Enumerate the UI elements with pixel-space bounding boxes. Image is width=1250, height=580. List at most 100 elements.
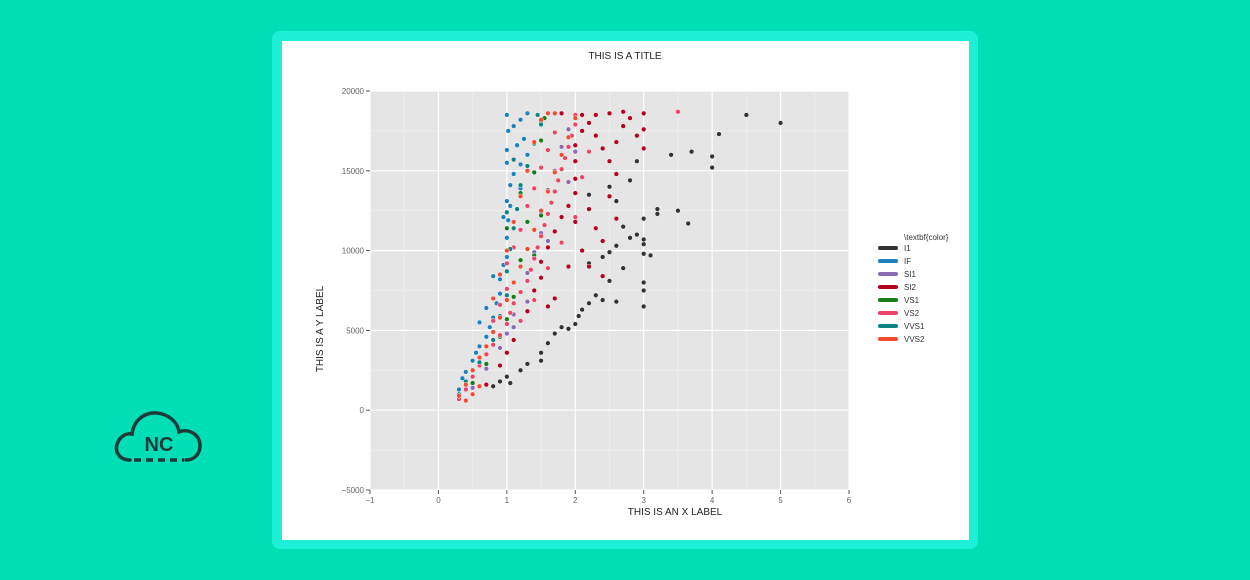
series-i1 (490, 112, 784, 389)
data-point (497, 271, 503, 278)
data-point (511, 324, 517, 330)
data-point (490, 318, 496, 324)
data-point (613, 216, 619, 222)
chart-title: THIS IS A TITLE (588, 51, 662, 62)
data-point (743, 112, 750, 118)
data-point (538, 259, 544, 265)
legend-label: SI2 (904, 283, 917, 292)
series-vs1 (469, 110, 551, 386)
data-point (504, 198, 510, 204)
data-point (586, 148, 592, 155)
data-point (504, 268, 510, 274)
data-point (545, 147, 551, 153)
data-point (487, 324, 493, 330)
data-point (634, 158, 640, 164)
data-point (507, 182, 513, 188)
data-point (565, 126, 572, 132)
y-tick-label: 20000 (342, 87, 365, 96)
data-point (558, 166, 565, 172)
data-point (517, 117, 524, 123)
data-point (572, 321, 578, 327)
data-point (524, 110, 531, 116)
x-axis-label: THIS IS AN X LABEL (628, 507, 723, 518)
data-point (709, 164, 715, 171)
data-point (555, 177, 561, 184)
series-vs2 (456, 109, 681, 402)
legend-label: SI1 (904, 270, 917, 279)
scatter-chart: −1 0 1 2 3 4 5 6 −5000 0 5000 10000 15000 20000 THIS I… (315, 51, 949, 518)
data-point (490, 383, 496, 389)
data-point (517, 289, 524, 295)
data-point (476, 354, 483, 361)
x-tick-label: 2 (573, 496, 578, 505)
data-point (600, 145, 606, 152)
legend-label: VVS2 (904, 335, 925, 344)
data-point (558, 324, 565, 330)
data-point (600, 238, 606, 244)
data-point (620, 265, 626, 271)
data-point (538, 208, 544, 214)
x-tick-label: −1 (365, 496, 375, 505)
y-tick-label: −5000 (342, 486, 365, 495)
data-point (517, 182, 524, 188)
data-point (558, 144, 565, 150)
data-point (572, 142, 578, 148)
data-point (538, 350, 544, 356)
data-point (524, 219, 531, 225)
data-point (511, 171, 517, 177)
legend-label: VVS1 (904, 322, 925, 331)
data-point (524, 270, 531, 276)
data-point (528, 267, 534, 273)
data-point (524, 246, 531, 252)
data-point (627, 177, 633, 184)
data-point (517, 263, 524, 270)
data-point (463, 386, 469, 393)
data-point (641, 216, 647, 222)
data-point (586, 263, 592, 270)
data-point (572, 148, 578, 155)
data-point (641, 241, 647, 247)
data-point (558, 239, 565, 246)
y-tick-label: 5000 (346, 326, 364, 335)
data-point (497, 362, 503, 369)
series-if (456, 110, 531, 393)
data-point (517, 227, 524, 233)
data-point (565, 179, 572, 185)
data-point (490, 295, 496, 302)
data-point (641, 126, 647, 132)
data-point (586, 300, 592, 306)
data-point (545, 265, 551, 271)
data-point (685, 220, 691, 227)
data-point (545, 188, 551, 195)
data-point (552, 169, 558, 176)
data-point (517, 257, 524, 263)
data-point (545, 244, 551, 251)
data-point (524, 152, 531, 158)
data-point (483, 361, 489, 367)
data-point (531, 227, 537, 233)
data-point (641, 236, 647, 243)
data-point (476, 359, 483, 365)
data-point (504, 330, 510, 337)
data-point (572, 158, 578, 164)
data-point (538, 117, 544, 123)
data-point (473, 350, 479, 356)
data-point (511, 300, 517, 306)
data-point (641, 303, 647, 310)
data-point (531, 255, 537, 262)
data-point (600, 254, 606, 260)
legend-label: VS1 (904, 296, 920, 305)
data-point (497, 276, 503, 282)
grid (369, 90, 850, 491)
data-point (688, 148, 695, 155)
data-point (483, 334, 489, 340)
data-point (524, 163, 531, 169)
legend-label: VS2 (904, 309, 920, 318)
data-point (504, 147, 510, 153)
data-point (500, 214, 507, 220)
data-point (521, 136, 527, 142)
data-point (497, 378, 503, 385)
data-point (531, 287, 537, 294)
data-point (576, 313, 582, 319)
data-point (511, 279, 517, 286)
